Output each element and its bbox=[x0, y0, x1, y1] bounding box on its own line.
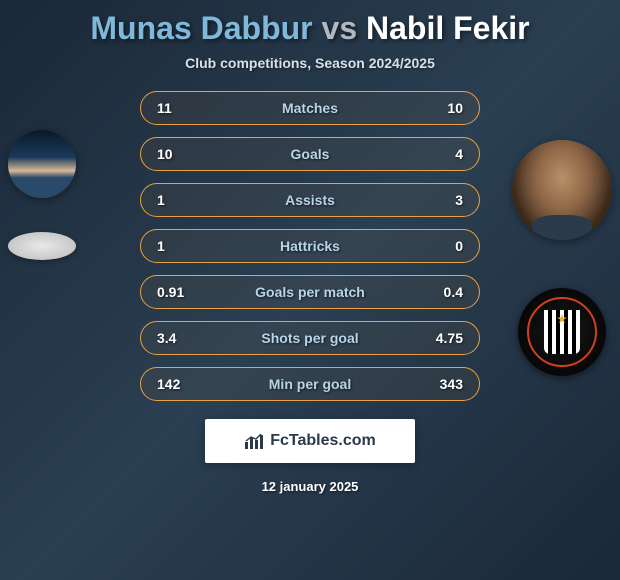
stat-row: 1 Assists 3 bbox=[140, 183, 480, 217]
stat-label: Matches bbox=[282, 100, 338, 116]
vs-label: vs bbox=[322, 10, 358, 46]
stat-value-player2: 0 bbox=[423, 238, 463, 254]
stats-list: 11 Matches 10 10 Goals 4 1 Assists 3 1 Hattricks 0 0… bbox=[0, 91, 620, 401]
stat-value-player2: 0.4 bbox=[423, 284, 463, 300]
stat-value-player1: 10 bbox=[157, 146, 197, 162]
player2-name: Nabil Fekir bbox=[366, 10, 530, 46]
stat-value-player1: 0.91 bbox=[157, 284, 197, 300]
stat-row: 3.4 Shots per goal 4.75 bbox=[140, 321, 480, 355]
stat-value-player2: 3 bbox=[423, 192, 463, 208]
subtitle: Club competitions, Season 2024/2025 bbox=[185, 55, 435, 71]
stat-value-player1: 11 bbox=[157, 100, 197, 116]
stat-value-player1: 142 bbox=[157, 376, 197, 392]
stat-label: Hattricks bbox=[280, 238, 340, 254]
stat-row: 1 Hattricks 0 bbox=[140, 229, 480, 263]
stat-label: Goals bbox=[291, 146, 330, 162]
stat-value-player1: 3.4 bbox=[157, 330, 197, 346]
stat-value-player2: 10 bbox=[423, 100, 463, 116]
stat-value-player2: 343 bbox=[423, 376, 463, 392]
player1-name: Munas Dabbur bbox=[90, 10, 312, 46]
stat-label: Min per goal bbox=[269, 376, 351, 392]
stat-row: 10 Goals 4 bbox=[140, 137, 480, 171]
stat-row: 142 Min per goal 343 bbox=[140, 367, 480, 401]
comparison-title: Munas Dabbur vs Nabil Fekir bbox=[90, 10, 529, 47]
branding-text: FcTables.com bbox=[270, 432, 376, 450]
chart-icon bbox=[244, 432, 264, 450]
branding-box: FcTables.com bbox=[205, 419, 415, 463]
stat-row: 0.91 Goals per match 0.4 bbox=[140, 275, 480, 309]
comparison-card: Munas Dabbur vs Nabil Fekir Club competi… bbox=[0, 0, 620, 580]
stat-value-player1: 1 bbox=[157, 238, 197, 254]
stat-label: Goals per match bbox=[255, 284, 365, 300]
stat-value-player1: 1 bbox=[157, 192, 197, 208]
stat-value-player2: 4 bbox=[423, 146, 463, 162]
date-label: 12 january 2025 bbox=[262, 479, 359, 494]
stat-label: Shots per goal bbox=[261, 330, 358, 346]
stat-value-player2: 4.75 bbox=[423, 330, 463, 346]
stat-label: Assists bbox=[285, 192, 335, 208]
stat-row: 11 Matches 10 bbox=[140, 91, 480, 125]
